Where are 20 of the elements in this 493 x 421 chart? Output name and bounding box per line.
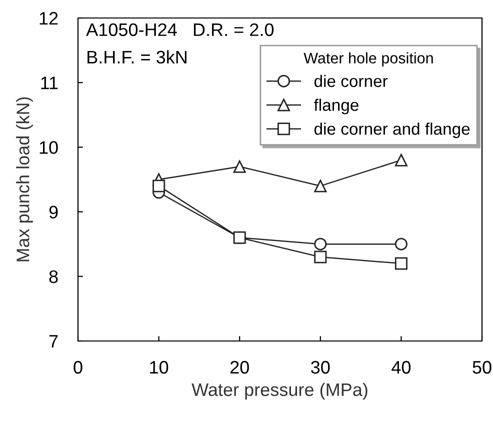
- x-tick-label: 30: [311, 360, 330, 374]
- legend-title: Water hole position: [304, 52, 433, 67]
- x-axis-title: Water pressure (MPa): [192, 382, 368, 400]
- annotation: B.H.F. = 3kN: [88, 50, 186, 64]
- y-tick-label: 8: [49, 270, 58, 284]
- y-tick-label: 11: [41, 76, 58, 90]
- y-tick-label: 12: [40, 12, 58, 25]
- x-tick-label: 10: [150, 360, 168, 374]
- y-tick-label: 9: [49, 206, 58, 219]
- y-tick-label: 10: [40, 141, 58, 154]
- legend-label: die corner: [314, 74, 388, 88]
- x-tick-label: 50: [472, 360, 492, 374]
- y-tick-label: 7: [49, 335, 58, 348]
- legend-label: die corner and flange: [314, 122, 470, 138]
- annotation: A1050-H24 D.R. = 2.0: [86, 23, 274, 36]
- legend-label: flange: [314, 98, 358, 114]
- x-tick-label: 40: [392, 360, 411, 374]
- x-tick-label: 20: [230, 360, 249, 374]
- x-tick-label: 0: [74, 360, 82, 374]
- y-axis-title: Max punch load (kN): [16, 97, 33, 262]
